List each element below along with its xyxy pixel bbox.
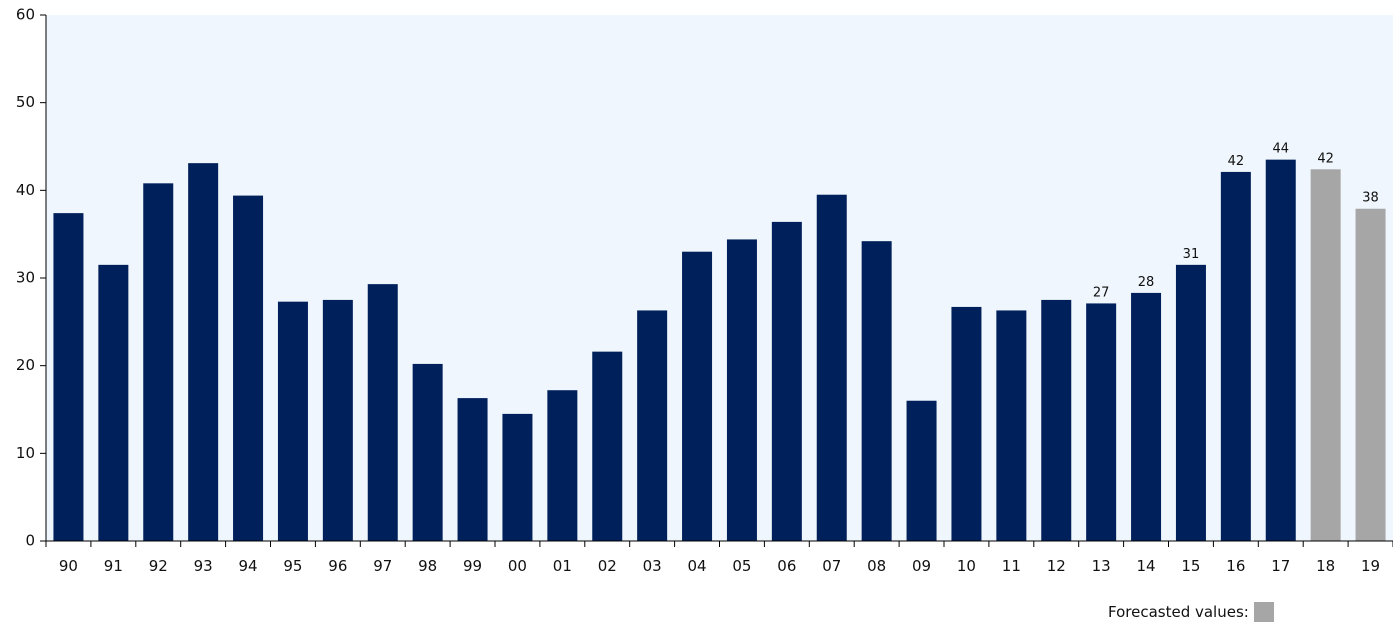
y-tick-label: 20	[16, 356, 35, 374]
y-tick-label: 30	[16, 269, 35, 287]
y-tick-label: 40	[16, 181, 35, 199]
bar-08	[861, 241, 892, 541]
x-tick-label: 10	[957, 557, 976, 575]
x-tick-label: 90	[59, 557, 78, 575]
data-label: 42	[1317, 151, 1334, 166]
y-tick-label: 50	[16, 93, 35, 111]
bar-06	[771, 221, 802, 542]
bar-10	[951, 306, 982, 541]
y-tick-label: 0	[25, 532, 35, 550]
x-tick-label: 14	[1137, 557, 1156, 575]
x-tick-label: 16	[1226, 557, 1245, 575]
bar-97	[367, 284, 398, 541]
bar-18	[1310, 169, 1341, 541]
bar-04	[682, 251, 713, 541]
x-axis: 90 91 92 93 94 95 96 97 98 99 00 01 02 03 04 05 06 07 08 09…	[45, 541, 1393, 575]
x-tick-label: 18	[1316, 557, 1335, 575]
x-tick-label: 17	[1271, 557, 1290, 575]
bar-94	[233, 195, 264, 542]
bar-03	[637, 310, 668, 541]
x-tick-label: 95	[283, 557, 302, 575]
x-tick-label: 01	[553, 557, 572, 575]
bar-12	[1041, 299, 1072, 541]
data-labels: 27 28 31 42 44 42 38	[1093, 142, 1379, 301]
x-tick-label: 03	[643, 557, 662, 575]
x-tick-label: 96	[328, 557, 347, 575]
data-label: 31	[1183, 247, 1200, 262]
y-axis: 0 10 20 30 40 50 60	[16, 6, 46, 550]
x-tick-label: 91	[104, 557, 123, 575]
x-tick-label: 12	[1047, 557, 1066, 575]
x-tick-label: 09	[912, 557, 931, 575]
data-label: 44	[1272, 142, 1289, 157]
bar-09	[906, 400, 937, 541]
bar-98	[412, 363, 443, 541]
forecast-swatch-icon	[1253, 602, 1274, 622]
plot-background	[46, 15, 1393, 541]
bar-02	[592, 351, 623, 541]
y-tick-label: 60	[16, 6, 35, 24]
bar-19	[1355, 208, 1386, 541]
bar-17	[1265, 159, 1296, 541]
x-tick-label: 19	[1361, 557, 1380, 575]
x-tick-label: 07	[822, 557, 841, 575]
bar-07	[816, 194, 847, 541]
bar-95	[277, 301, 308, 541]
bar-93	[188, 163, 219, 541]
x-tick-label: 94	[239, 557, 258, 575]
x-tick-label: 98	[418, 557, 437, 575]
data-label: 28	[1138, 275, 1155, 290]
bars	[53, 159, 1386, 542]
data-label: 42	[1228, 154, 1245, 169]
bar-01	[547, 390, 578, 541]
bar-92	[143, 183, 174, 541]
x-tick-label: 00	[508, 557, 527, 575]
x-tick-label: 92	[149, 557, 168, 575]
x-tick-label: 11	[1002, 557, 1021, 575]
bar-15	[1175, 264, 1206, 541]
data-label: 38	[1362, 191, 1379, 206]
bar-91	[98, 264, 129, 541]
bar-00	[502, 413, 533, 541]
x-tick-label: 13	[1092, 557, 1111, 575]
bar-11	[996, 310, 1027, 541]
x-tick-label: 99	[463, 557, 482, 575]
bar-99	[457, 398, 488, 541]
x-tick-label: 05	[732, 557, 751, 575]
x-tick-label: 97	[373, 557, 392, 575]
bar-90	[53, 213, 84, 542]
bar-96	[322, 299, 353, 541]
y-tick-label: 10	[16, 444, 35, 462]
x-tick-label: 08	[867, 557, 886, 575]
bar-13	[1086, 303, 1117, 541]
legend-label: Forecasted values:	[1108, 603, 1249, 621]
x-tick-label: 06	[777, 557, 796, 575]
data-label: 27	[1093, 285, 1110, 300]
x-tick-label: 02	[598, 557, 617, 575]
x-tick-label: 04	[688, 557, 707, 575]
x-tick-label: 15	[1181, 557, 1200, 575]
bar-14	[1131, 292, 1162, 541]
x-tick-label: 93	[194, 557, 213, 575]
legend: Forecasted values:	[1108, 601, 1274, 623]
bar-05	[726, 239, 757, 541]
bar-16	[1220, 171, 1251, 541]
